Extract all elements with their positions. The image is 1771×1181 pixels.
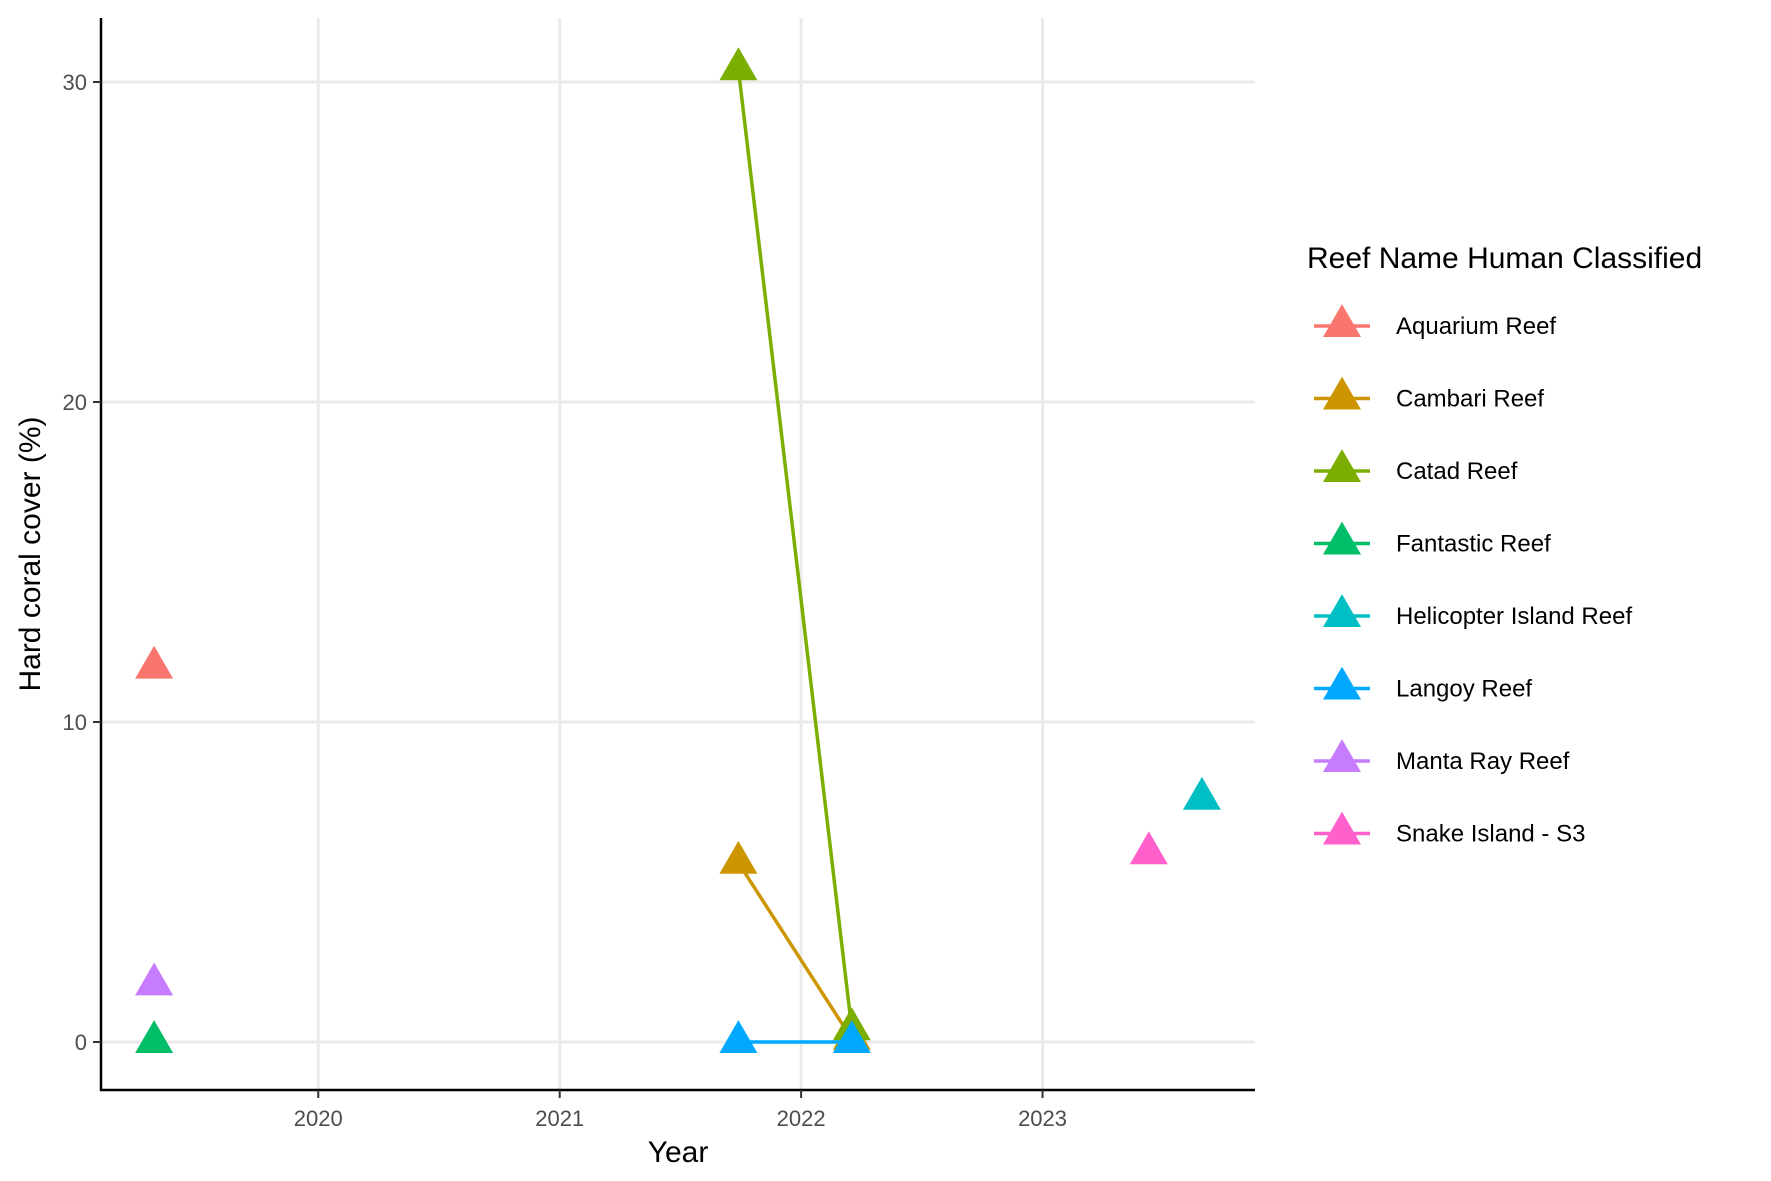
legend-item: Fantastic Reef [1314, 521, 1551, 558]
legend-key-marker [1323, 811, 1361, 845]
grid [101, 18, 1255, 1090]
legend-label: Helicopter Island Reef [1396, 603, 1632, 630]
legend-label: Langoy Reef [1396, 676, 1532, 703]
legend-key-marker [1323, 449, 1361, 482]
legend-title: Reef Name Human Classified [1307, 242, 1702, 275]
data-point [135, 962, 174, 996]
x-tick-label: 2023 [1018, 1106, 1067, 1131]
legend-label: Catad Reef [1396, 458, 1518, 485]
axes: 2020 2021 2022 2023 0 10 20 30 [63, 18, 1255, 1131]
data-point [1129, 831, 1168, 865]
legend-label: Cambari Reef [1396, 386, 1544, 413]
y-tick-label: 20 [63, 390, 87, 415]
y-tick-label: 30 [63, 70, 87, 95]
legend-label: Manta Ray Reef [1396, 748, 1570, 775]
data-point [719, 1020, 758, 1053]
data-point [719, 47, 758, 81]
legend-label: Snake Island - S3 [1396, 821, 1585, 848]
legend: Reef Name Human Classified Aquarium Reef… [1307, 242, 1702, 848]
legend-item: Catad Reef [1314, 449, 1518, 485]
legend-label: Aquarium Reef [1396, 313, 1556, 340]
legend-item: Langoy Reef [1314, 666, 1532, 703]
legend-item: Helicopter Island Reef [1314, 594, 1632, 630]
legend-key-marker [1323, 739, 1361, 772]
series-layer [135, 47, 1221, 1053]
data-point [135, 1020, 174, 1053]
legend-key-marker [1323, 594, 1361, 627]
data-point [1182, 776, 1221, 810]
data-point [135, 645, 174, 679]
legend-item: Snake Island - S3 [1314, 811, 1585, 848]
y-tick-label: 0 [75, 1030, 87, 1055]
data-point [832, 1020, 871, 1053]
data-point [719, 840, 758, 874]
x-tick-label: 2022 [777, 1106, 826, 1131]
legend-item: Cambari Reef [1314, 376, 1544, 413]
x-axis-title: Year [648, 1136, 709, 1169]
legend-key-marker [1323, 521, 1361, 555]
series-line [736, 861, 854, 1040]
y-tick-label: 10 [63, 710, 87, 735]
legend-key-marker [1323, 666, 1361, 700]
series-line [736, 68, 854, 1030]
x-tick-label: 2021 [535, 1106, 584, 1131]
legend-key-marker [1323, 304, 1361, 337]
legend-key-marker [1323, 376, 1361, 410]
legend-label: Fantastic Reef [1396, 531, 1551, 558]
x-tick-label: 2020 [294, 1106, 343, 1131]
legend-item: Manta Ray Reef [1314, 739, 1570, 775]
y-axis-title: Hard coral cover (%) [14, 416, 47, 691]
legend-item: Aquarium Reef [1314, 304, 1556, 340]
